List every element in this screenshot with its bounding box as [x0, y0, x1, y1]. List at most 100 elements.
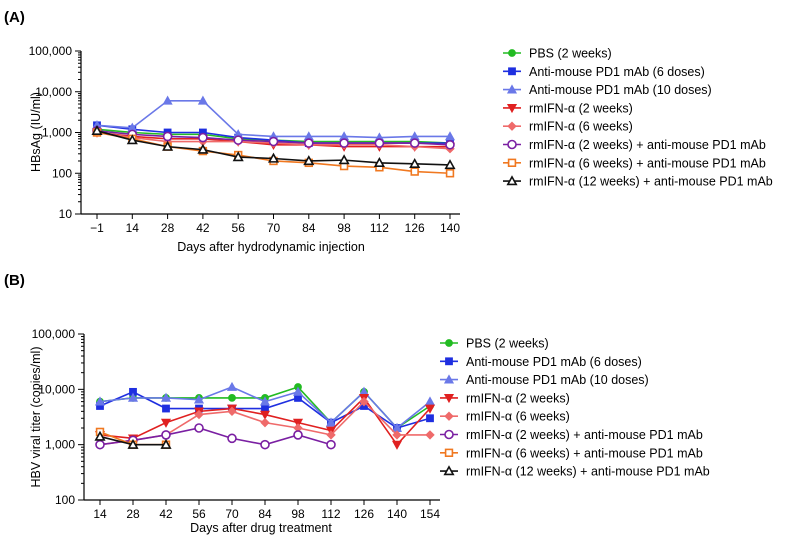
data-point — [359, 396, 369, 407]
series-line — [99, 427, 332, 446]
legend-marker — [508, 67, 516, 76]
series-7 — [91, 124, 456, 170]
data-point — [444, 131, 456, 141]
legend-label: rmIFN-α (2 weeks) + anti-mouse PD1 mAb — [466, 428, 703, 442]
data-point — [127, 392, 139, 402]
x-tick-label: 140 — [387, 507, 407, 521]
data-point — [198, 132, 208, 143]
data-point — [226, 381, 238, 391]
y-tick-label: 1,000 — [45, 438, 75, 452]
y-tick-label: 10 — [59, 207, 73, 221]
data-point — [293, 430, 303, 440]
data-point — [326, 430, 336, 440]
panel-a-chart: (A) HBsAg (IU/ml) Days after hydrodynami… — [4, 9, 773, 254]
data-point — [91, 124, 103, 135]
y-tick-label: 100 — [52, 166, 72, 180]
x-tick-label: 154 — [420, 507, 440, 521]
data-point — [94, 396, 106, 406]
data-point — [127, 438, 139, 449]
legend-marker — [506, 175, 518, 186]
data-point — [425, 430, 435, 440]
legend-marker — [443, 374, 455, 384]
x-tick-label: 42 — [196, 221, 210, 235]
data-point — [160, 438, 172, 449]
data-point — [391, 440, 403, 450]
data-point — [424, 396, 436, 406]
data-point — [259, 396, 271, 406]
legend-marker — [444, 411, 454, 421]
data-point — [227, 406, 237, 417]
y-tick-label: 100 — [55, 493, 75, 507]
legend-label: rmIFN-α (6 weeks) + anti-mouse PD1 mAb — [529, 156, 766, 170]
legend-label: rmIFN-α (6 weeks) — [466, 410, 570, 424]
x-tick-label: 42 — [159, 507, 173, 521]
legend-label: rmIFN-α (6 weeks) — [529, 120, 633, 134]
data-point — [162, 140, 174, 151]
data-point — [197, 95, 208, 105]
data-point — [326, 439, 336, 450]
legend-marker — [443, 465, 455, 476]
data-point — [194, 409, 204, 420]
series-2 — [94, 381, 436, 432]
data-point — [338, 154, 350, 165]
data-point — [267, 152, 280, 163]
data-point — [260, 439, 270, 450]
x-tick-label: 84 — [258, 507, 272, 521]
data-point — [162, 404, 170, 413]
series-7 — [94, 430, 172, 449]
data-point — [259, 410, 271, 420]
data-point — [197, 143, 209, 154]
data-point — [303, 138, 314, 148]
data-point — [160, 392, 172, 402]
legend-marker — [507, 121, 517, 131]
x-tick-label: 140 — [440, 221, 460, 235]
data-point — [303, 155, 315, 166]
legend-marker — [444, 429, 454, 440]
data-point — [194, 423, 204, 433]
data-point — [325, 417, 337, 427]
data-point — [410, 167, 419, 176]
legend-marker — [507, 139, 517, 150]
x-tick-label: 84 — [302, 221, 316, 235]
x-tick-label: 98 — [337, 221, 351, 235]
legend-marker — [445, 357, 453, 366]
data-point — [94, 430, 106, 441]
y-tick-label: 1,000 — [42, 126, 72, 140]
data-point — [95, 439, 105, 450]
panel-a-label: (A) — [4, 9, 25, 26]
legend-label: rmIFN-α (12 weeks) + anti-mouse PD1 mAb — [466, 465, 710, 479]
data-point — [392, 430, 402, 440]
data-point — [162, 95, 173, 105]
data-point — [228, 394, 236, 402]
data-point — [162, 131, 173, 142]
data-point — [445, 139, 455, 150]
legend-label: Anti-mouse PD1 mAb (10 doses) — [529, 83, 712, 97]
x-tick-label: 28 — [161, 221, 175, 235]
legend-marker — [443, 394, 455, 404]
data-point — [424, 404, 436, 414]
legend-label: Anti-mouse PD1 mAb (6 doses) — [466, 355, 642, 369]
data-point — [227, 433, 237, 444]
x-tick-label: 56 — [232, 221, 246, 235]
data-point — [445, 169, 455, 178]
x-tick-label: 112 — [370, 221, 389, 235]
legend-label: rmIFN-α (2 weeks) — [466, 391, 570, 405]
legend-label: Anti-mouse PD1 mAb (6 doses) — [529, 65, 705, 79]
panel-b-label: (B) — [4, 272, 25, 289]
y-tick-label: 10,000 — [35, 85, 72, 99]
data-point — [292, 418, 304, 428]
data-point — [339, 138, 349, 148]
legend-marker — [508, 49, 516, 57]
data-point — [292, 386, 304, 396]
x-tick-label: 126 — [405, 221, 425, 235]
x-tick-label: 14 — [126, 221, 140, 235]
panel-a-x-axis-label: Days after hydrodynamic injection — [177, 240, 365, 254]
x-tick-label: 70 — [225, 507, 239, 521]
y-tick-label: 100,000 — [29, 44, 73, 58]
data-point — [193, 394, 205, 404]
x-tick-label: 14 — [93, 507, 107, 521]
data-point — [232, 151, 244, 162]
x-tick-label: −1 — [90, 221, 104, 235]
data-point — [444, 159, 456, 170]
x-tick-label: 126 — [354, 507, 374, 521]
